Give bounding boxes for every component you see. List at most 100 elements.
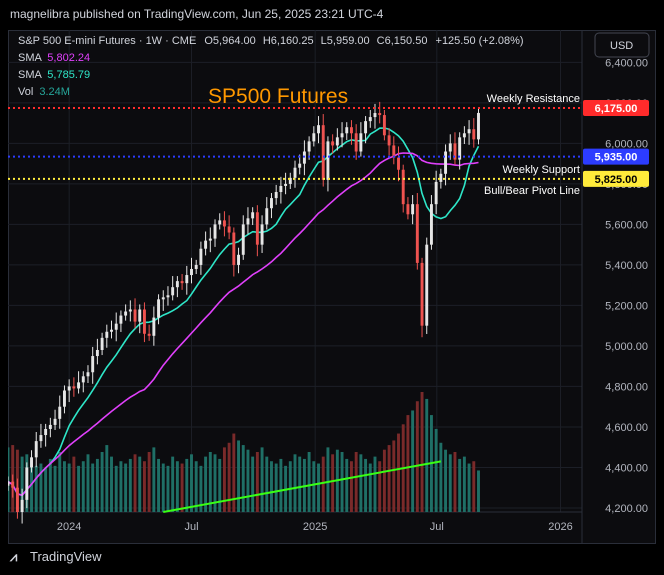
candle-body: [166, 295, 170, 298]
y-tick-label: 6,400.00: [605, 57, 648, 69]
candle-body: [237, 254, 240, 265]
level-price-label: 5,825.00: [595, 174, 638, 186]
volume-bar: [293, 454, 297, 512]
legend-sma-2[interactable]: SMA 5,785.79: [18, 69, 90, 82]
candle-body: [458, 137, 462, 160]
sma-1-label: SMA: [18, 52, 42, 64]
volume-bar: [8, 447, 10, 512]
currency-button[interactable]: [594, 32, 650, 58]
volume-bar: [114, 465, 118, 512]
x-tick-label: Jul: [184, 521, 198, 533]
candle-body: [147, 333, 151, 336]
volume-bar: [44, 468, 48, 512]
candle-body: [467, 129, 471, 134]
volume-bar: [326, 447, 330, 512]
volume-bar: [387, 445, 391, 512]
candle-body: [312, 133, 316, 142]
candle-body: [15, 487, 19, 512]
candle-body: [119, 315, 123, 324]
volume-bar: [439, 442, 443, 512]
level-label: Weekly Support: [503, 164, 580, 176]
candle-body: [91, 356, 95, 373]
legend-sma-1[interactable]: SMA 5,802.24: [18, 52, 90, 65]
candle-body: [307, 141, 311, 152]
candle-body: [420, 262, 424, 326]
candle-body: [133, 309, 137, 322]
publisher-text: magnelibra published on TradingView.com,…: [10, 7, 384, 21]
candle-body: [185, 275, 189, 284]
y-tick-label: 4,600.00: [605, 422, 648, 434]
candle-body: [34, 441, 38, 458]
volume-bar: [406, 415, 410, 512]
volume-bar: [397, 433, 400, 512]
volume-bar: [340, 452, 344, 512]
candle-body: [274, 192, 278, 199]
candle-body: [335, 137, 339, 146]
price-chart[interactable]: 4,200.00 4,400.00 4,600.00 4,800.00 5,000.00…: [8, 30, 656, 544]
candle-body: [161, 297, 165, 300]
symbol-name[interactable]: S&P 500 E-mini Futures · 1W · CME: [18, 35, 197, 47]
volume-bar: [321, 456, 325, 512]
volume-bar: [20, 456, 24, 512]
volume-bar: [359, 454, 363, 512]
candle-body: [331, 141, 335, 146]
pivot-annotation: Bull/Bear Pivot Line: [484, 185, 580, 197]
candle-body: [340, 133, 344, 138]
sma-2-label: SMA: [18, 69, 42, 81]
x-tick-label: Jul: [430, 521, 444, 533]
volume-bar: [246, 449, 250, 512]
volume-bar: [157, 458, 161, 512]
level-price-label: 6,175.00: [595, 103, 638, 115]
volume-bar: [241, 445, 245, 512]
candle-body: [373, 113, 377, 118]
candle-body: [171, 287, 175, 296]
sma-1-value: 5,802.24: [47, 52, 91, 64]
volume-bar: [265, 456, 269, 512]
candle-body: [255, 212, 259, 245]
legend-symbol-line: S&P 500 E-mini Futures · 1W · CME O5,964…: [18, 35, 524, 48]
volume-bar: [415, 401, 419, 512]
candle-body: [180, 281, 184, 284]
candle-body: [222, 220, 226, 227]
candle-body: [208, 238, 212, 241]
candle-body: [270, 198, 273, 209]
candle-body: [105, 331, 109, 338]
volume-bar: [467, 463, 471, 512]
candle-body: [114, 323, 118, 330]
candle-body: [425, 244, 429, 326]
legend-volume[interactable]: Vol 3.24M: [18, 86, 70, 99]
candle-body: [302, 151, 306, 164]
currency-button-label[interactable]: USD: [610, 40, 633, 52]
candle-body: [157, 299, 161, 318]
y-tick-label: 6,000.00: [605, 138, 648, 150]
candle-body: [152, 317, 156, 336]
candle-body: [359, 133, 363, 152]
candle-body: [392, 145, 396, 158]
volume-bar: [251, 456, 255, 512]
candle-body: [397, 157, 400, 170]
candle-body: [194, 264, 198, 269]
y-tick-label: 5,400.00: [605, 260, 648, 272]
volume-bar: [194, 461, 198, 512]
y-tick-label: 5,200.00: [605, 300, 648, 312]
candle-body: [415, 204, 419, 263]
candle-body: [448, 143, 452, 152]
y-tick-label: 4,400.00: [605, 462, 648, 474]
volume-bar: [331, 454, 335, 512]
candle-body: [298, 163, 302, 168]
candle-body: [241, 224, 245, 255]
volume-bar: [110, 456, 113, 512]
volume-bar: [175, 461, 179, 512]
volume-bar: [444, 449, 448, 512]
volume-bar: [124, 463, 128, 512]
volume-bar: [199, 465, 203, 512]
ohlc-high: H6,160.25: [262, 35, 314, 47]
candle-body: [142, 309, 146, 334]
volume-bar: [218, 458, 222, 512]
candle-body: [260, 224, 264, 245]
candle-body: [53, 418, 57, 425]
volume-bar: [364, 458, 368, 512]
volume-bar: [411, 410, 415, 512]
footer-brand-text: TradingView: [30, 549, 102, 564]
volume-bar: [91, 463, 95, 512]
